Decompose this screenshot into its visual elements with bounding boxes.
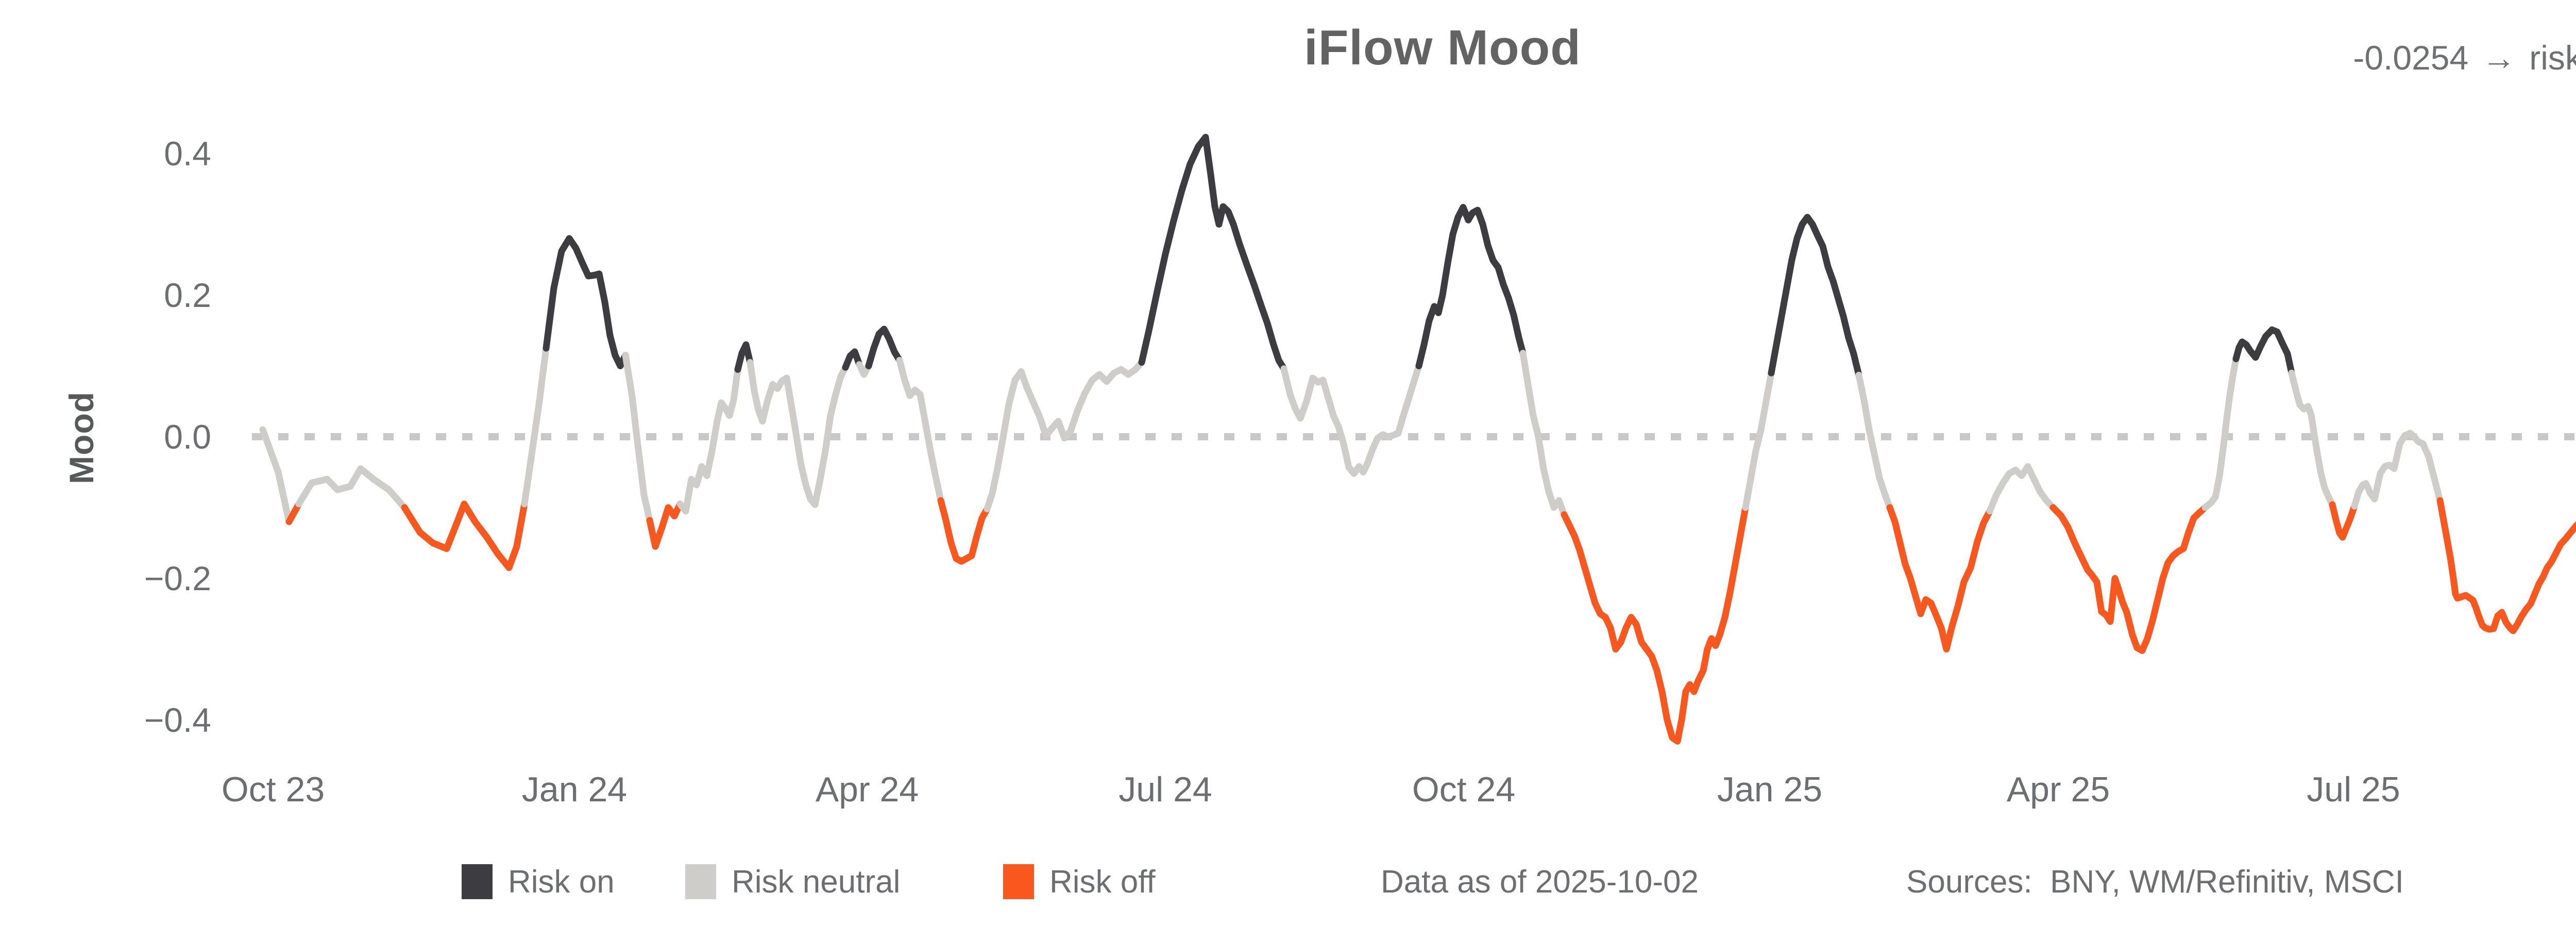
series-segment-risk_neutral [896, 357, 944, 504]
series-segment-risk_neutral [676, 366, 741, 514]
y-tick-label: 0.2 [164, 276, 211, 314]
series-segment-risk_neutral [2288, 369, 2336, 508]
legend-item-risk_on: Risk on [462, 861, 615, 902]
series-segment-risk_on [842, 348, 863, 371]
legend-item-risk_off: Risk off [1003, 861, 1156, 902]
series-segment-risk_neutral [259, 426, 293, 525]
series-segment-risk_neutral [295, 465, 408, 511]
series-segment-risk_on [1415, 204, 1527, 369]
x-tick-label: Jul 24 [1118, 770, 1212, 809]
data-as-of-text: Data as of 2025-10-02 [1381, 864, 1699, 900]
x-tick-label: Apr 24 [815, 770, 919, 809]
y-tick-label: −0.4 [144, 701, 211, 739]
series-segment-risk_off [2436, 497, 2576, 634]
series-segment-risk_neutral [2351, 430, 2444, 510]
series-segment-risk_on [543, 235, 629, 369]
series-segment-risk_off [2329, 501, 2358, 541]
series-segment-risk_neutral [521, 345, 550, 508]
risk_off-swatch-icon [1003, 864, 1034, 899]
series-segment-risk_on [1138, 133, 1287, 372]
x-tick-label: Jan 25 [1717, 770, 1823, 809]
series-segment-risk_off [285, 501, 302, 525]
legend-label: Risk neutral [732, 864, 901, 900]
legend-label: Risk on [508, 864, 615, 900]
y-tick-label: 0.4 [164, 134, 211, 173]
data-as-of-note: Data as of 2025-10-02 [1381, 861, 1699, 902]
series-segment-risk_neutral [984, 359, 1145, 512]
series-segment-risk_neutral [1519, 350, 1568, 518]
series-segment-risk_neutral [747, 359, 849, 508]
x-tick-label: Oct 23 [221, 770, 325, 809]
risk_on-swatch-icon [462, 864, 493, 899]
latest-value: -0.0254 [2353, 39, 2469, 77]
series-segment-risk_neutral [1855, 371, 1893, 511]
series-segment-risk_off [1886, 504, 1993, 653]
y-tick-label: −0.2 [144, 559, 211, 597]
series-segment-risk_on [2232, 326, 2295, 376]
y-tick-label: 0.0 [164, 418, 211, 456]
series-segment-risk_neutral [2201, 355, 2240, 511]
series-segment-risk_off [2049, 504, 2209, 654]
legend-item-risk_neutral: Risk neutral [685, 861, 900, 902]
x-tick-label: Apr 25 [2006, 770, 2110, 809]
arrow-icon: → [2482, 39, 2516, 77]
series-segment-risk_on [865, 325, 903, 369]
series-segment-risk_off [401, 501, 528, 571]
risk_neutral-swatch-icon [685, 864, 716, 899]
legend-label: Risk off [1049, 864, 1156, 900]
x-tick-label: Jan 24 [521, 770, 628, 809]
series-segment-risk_neutral [1986, 463, 2057, 514]
chart-title: iFlow Mood [1304, 20, 1581, 75]
latest-value-annotation: -0.0254 → risk neutral [2353, 38, 2576, 77]
series-segment-risk_off [1561, 504, 1749, 745]
series-segment-risk_on [1768, 214, 1862, 379]
series-segment-risk_off [646, 501, 684, 550]
latest-regime-label: risk neutral [2529, 39, 2576, 77]
series-segment-risk_neutral [622, 352, 653, 524]
x-tick-label: Oct 24 [1412, 770, 1516, 809]
sources-text: Sources: BNY, WM/Refinitiv, MSCI [1906, 864, 2404, 900]
series-segment-risk_off [937, 497, 991, 565]
series-segment-risk_neutral [1280, 363, 1422, 477]
x-tick-label: Jul 25 [2307, 770, 2400, 809]
sources-note: Sources: BNY, WM/Refinitiv, MSCI [1906, 861, 2404, 902]
series-segment-risk_on [734, 341, 754, 373]
series-segment-risk_neutral [1742, 369, 1775, 511]
